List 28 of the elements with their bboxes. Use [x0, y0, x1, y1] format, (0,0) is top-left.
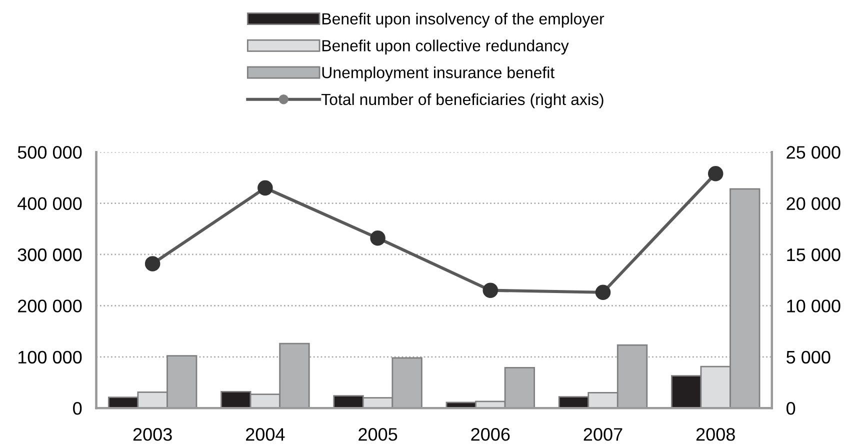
point: [258, 180, 273, 196]
y2-tick-label: 20 000: [786, 197, 840, 210]
y-tick-label: 0: [73, 402, 82, 415]
x-tick-label: 2007: [584, 428, 622, 441]
y2-tick-label: 0: [786, 402, 796, 415]
y2-tick-label: 5 000: [786, 350, 830, 364]
x-tick-label: 2004: [246, 428, 285, 441]
legend-label: Unemployment insurance benefit: [322, 66, 555, 82]
y-tick-label: 300 000: [18, 248, 82, 262]
legend-label: Benefit upon insolvency of the employer: [322, 12, 604, 28]
x-tick-label: 2008: [696, 428, 735, 441]
y2-tick-label: 10 000: [787, 300, 840, 312]
y-tick-label: 200 000: [18, 300, 82, 312]
point: [595, 284, 611, 300]
point: [482, 282, 498, 298]
x-tick-label: 2005: [358, 428, 398, 441]
y-tick-label: 100 000: [18, 350, 82, 364]
point: [144, 256, 160, 272]
x-tick-label: 2006: [471, 428, 510, 441]
y2-tick-label: 15 000: [787, 248, 840, 262]
legend-label: Benefit upon collective redundancy: [322, 40, 569, 55]
y2-tick-label: 25 000: [786, 146, 840, 159]
x-tick-label: 2003: [133, 428, 172, 441]
y-tick-label: 400 000: [18, 197, 82, 210]
legend-label: Total number of beneficiaries (right axis): [321, 93, 604, 108]
point: [370, 230, 386, 246]
point: [708, 166, 724, 182]
y-tick-label: 500 000: [18, 146, 82, 159]
